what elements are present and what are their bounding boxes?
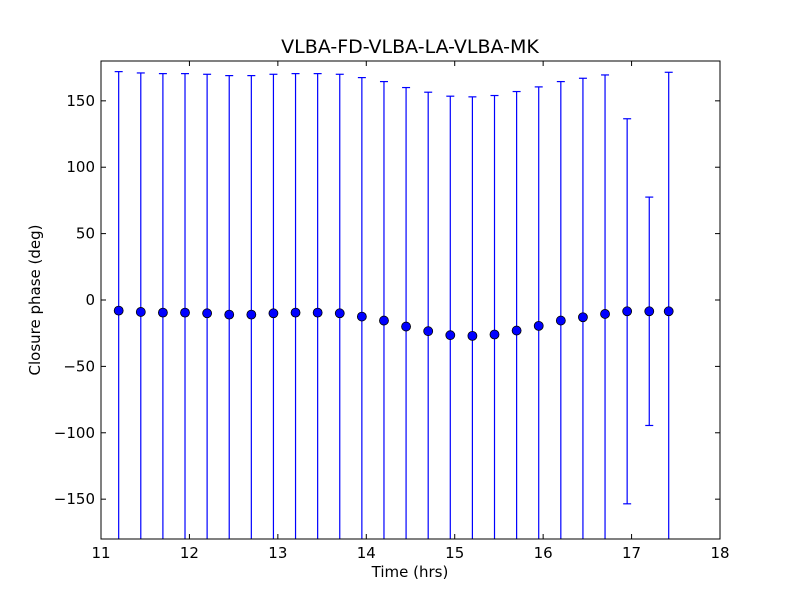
x-tick-label: 14 xyxy=(357,544,376,562)
data-point xyxy=(622,306,633,317)
data-point xyxy=(113,305,124,316)
y-axis-label: Closure phase (deg) xyxy=(26,225,44,376)
x-axis-label: Time (hrs) xyxy=(371,563,449,581)
x-tick-label: 16 xyxy=(534,544,553,562)
data-point xyxy=(312,307,323,318)
y-tick-label: 100 xyxy=(66,158,95,176)
data-layer xyxy=(113,71,674,539)
data-point xyxy=(555,315,566,326)
plot-area xyxy=(101,61,720,539)
y-axis: 150 100 50 0 −50 −100 −150 xyxy=(54,92,720,508)
data-point xyxy=(511,325,522,336)
x-tick-label: 17 xyxy=(622,544,641,562)
data-point xyxy=(423,326,434,337)
x-tick-label: 15 xyxy=(445,544,464,562)
x-tick-label: 11 xyxy=(91,544,110,562)
x-tick-label: 13 xyxy=(268,544,287,562)
y-tick-label: 50 xyxy=(76,225,95,243)
data-point xyxy=(467,330,478,341)
data-point xyxy=(246,309,257,320)
data-point xyxy=(445,330,456,341)
data-point xyxy=(224,309,235,320)
chart-title: VLBA-FD-VLBA-LA-VLBA-MK xyxy=(281,36,539,58)
data-point xyxy=(644,306,655,317)
x-tick-label: 18 xyxy=(710,544,729,562)
data-point xyxy=(401,321,411,332)
data-point xyxy=(533,320,544,331)
data-point xyxy=(489,329,500,340)
data-point xyxy=(135,307,146,317)
data-point xyxy=(600,309,610,319)
data-point xyxy=(356,311,367,322)
data-point xyxy=(663,306,674,317)
x-tick-label: 12 xyxy=(180,544,199,562)
data-point xyxy=(334,308,345,319)
data-point xyxy=(290,307,301,318)
data-point xyxy=(180,307,190,318)
y-tick-label: 150 xyxy=(66,92,95,110)
y-tick-label: −50 xyxy=(63,357,95,375)
data-point xyxy=(578,312,588,323)
y-tick-label: 0 xyxy=(85,291,95,309)
y-tick-label: −100 xyxy=(54,424,95,442)
data-point xyxy=(202,308,213,319)
y-tick-label: −150 xyxy=(54,490,95,508)
x-axis: 11 12 13 14 15 16 17 18 xyxy=(91,61,730,562)
data-point xyxy=(268,308,279,319)
data-point xyxy=(379,315,389,326)
data-point xyxy=(157,307,168,318)
